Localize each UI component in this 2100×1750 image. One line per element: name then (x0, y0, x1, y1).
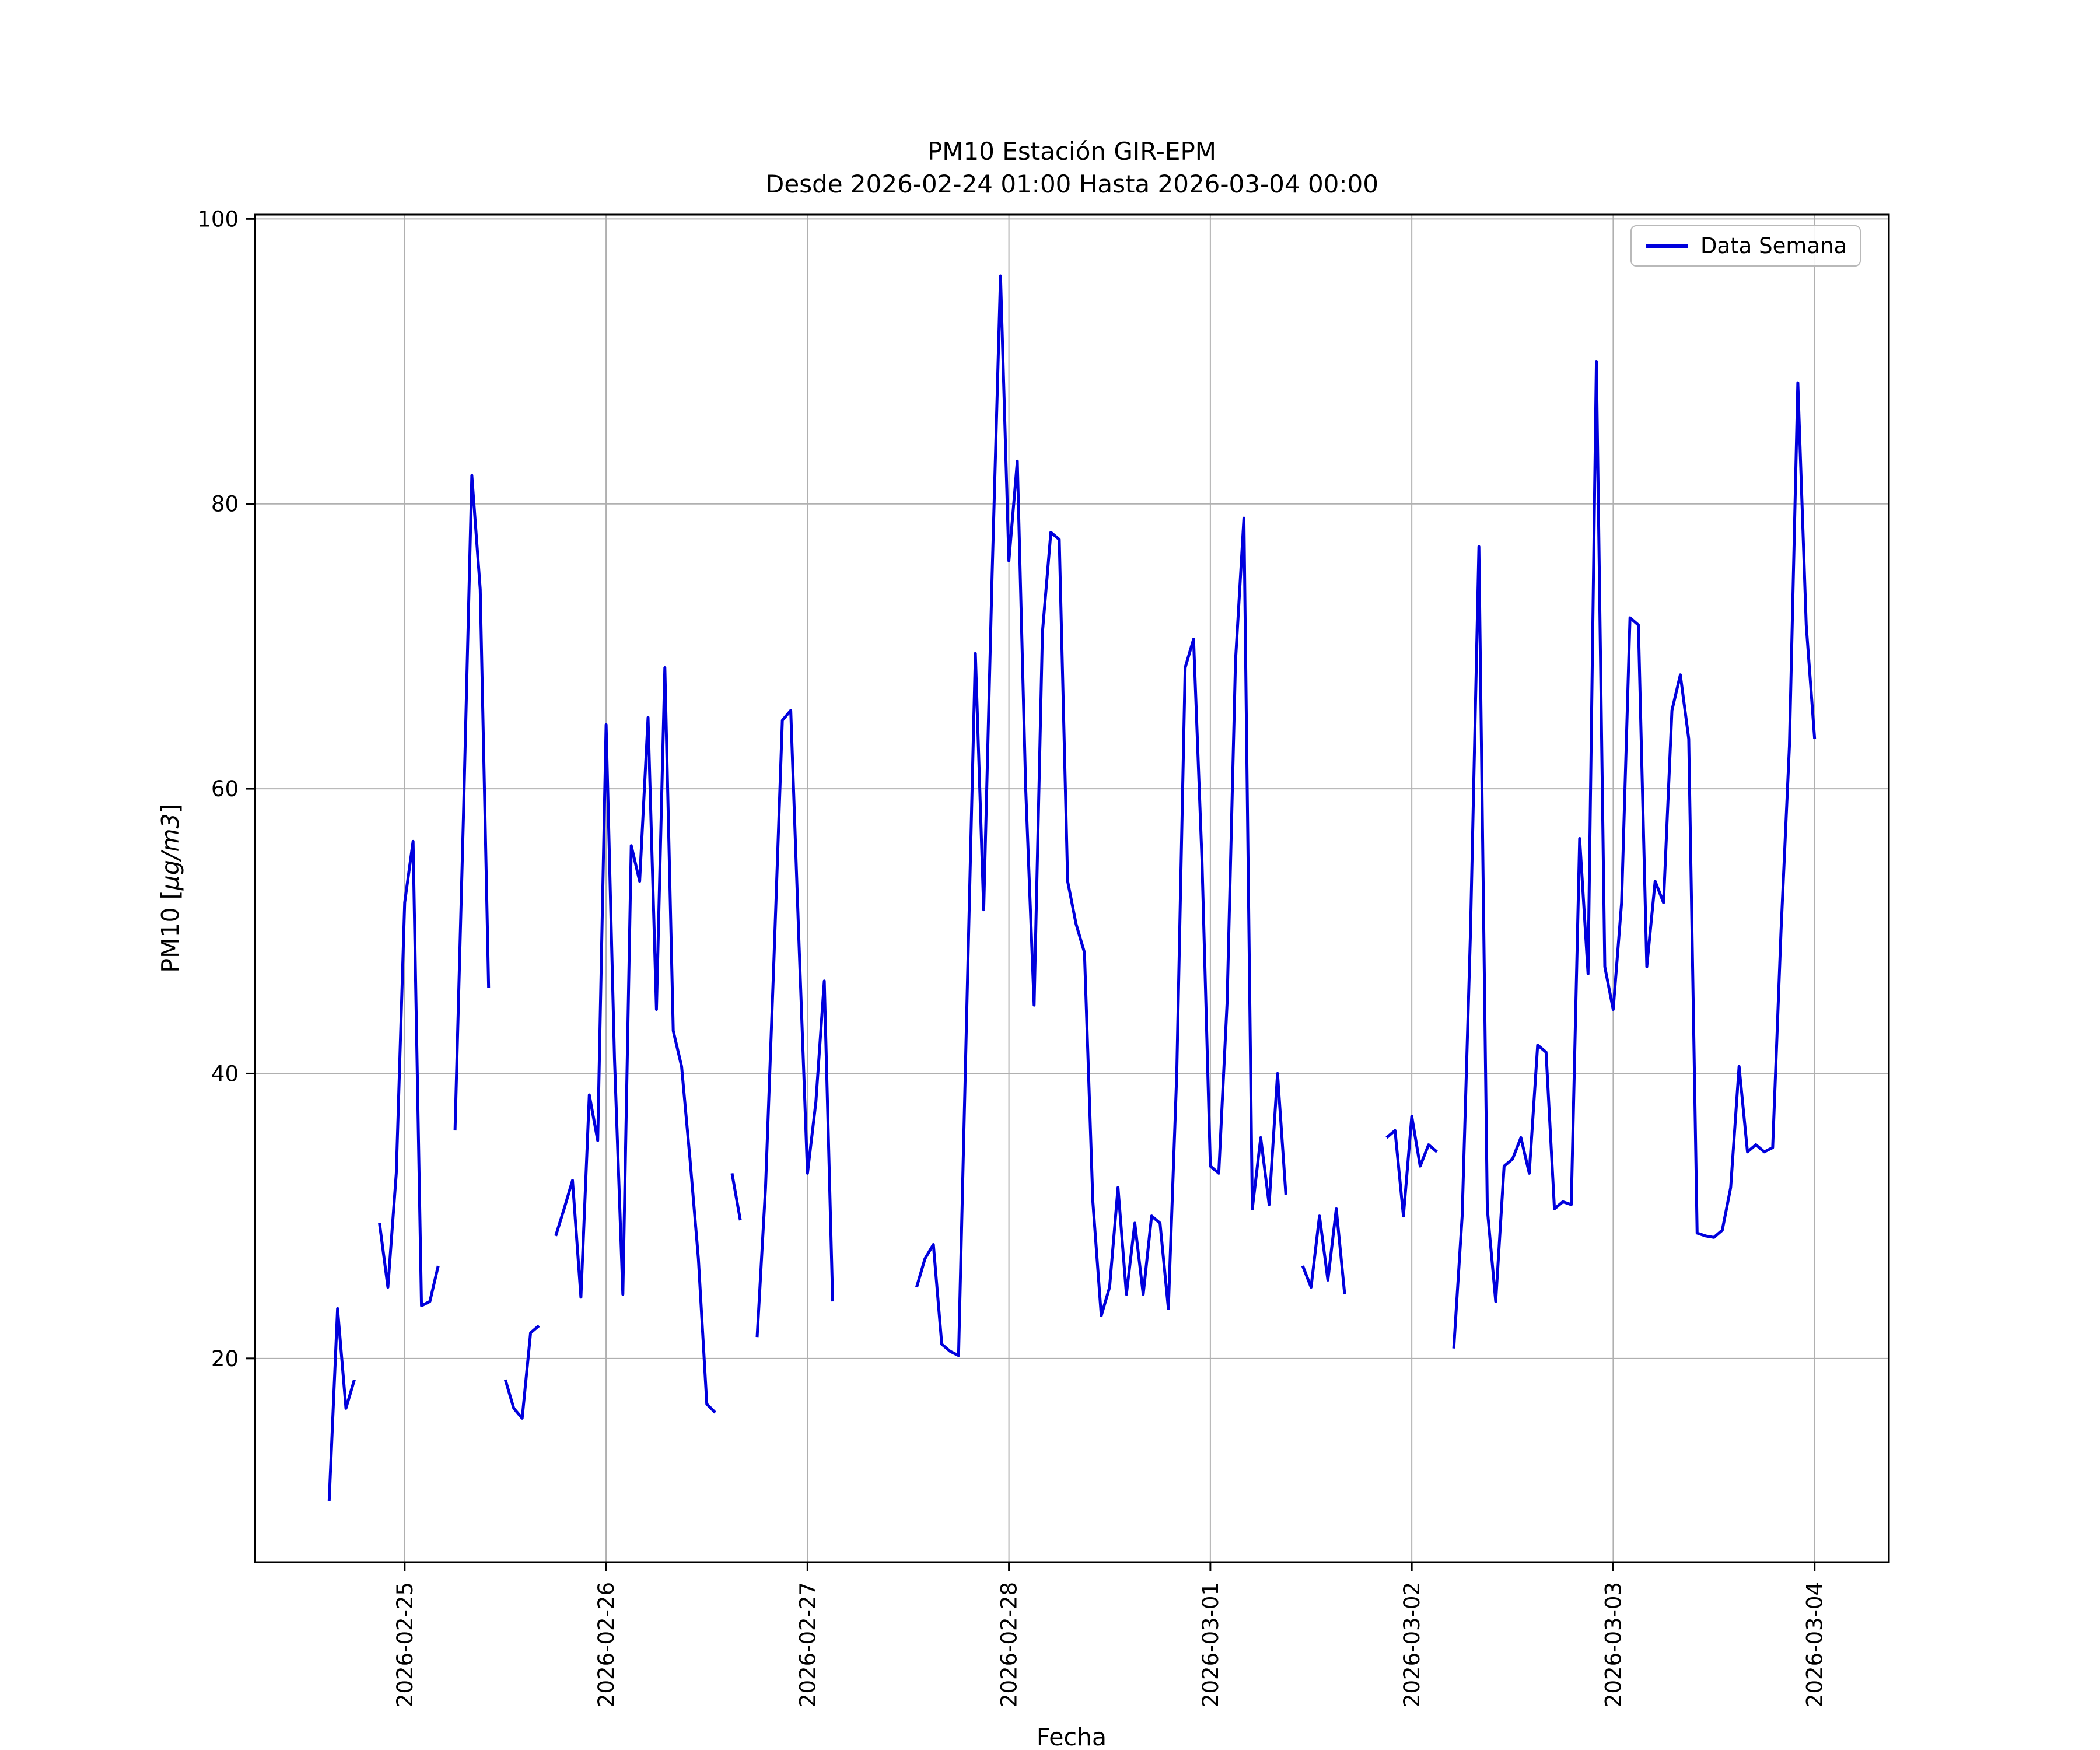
legend-label: Data Semana (1700, 233, 1847, 258)
x-tick-label: 2026-03-03 (1601, 1582, 1626, 1707)
axes-border (254, 214, 1890, 1563)
x-tick-label: 2026-02-25 (393, 1582, 418, 1707)
data-series-line (327, 274, 1817, 1502)
x-tick-label: 2026-03-04 (1803, 1582, 1828, 1707)
chart-title: PM10 Estación GIR-EPM Desde 2026-02-24 0… (255, 135, 1889, 201)
x-tick-label: 2026-02-26 (594, 1582, 619, 1707)
x-tick-label: 2026-02-27 (795, 1582, 820, 1707)
legend-line-sample (1646, 244, 1688, 248)
y-tick-label: 40 (211, 1061, 239, 1086)
legend: Data Semana (1630, 225, 1861, 267)
chart-title-line1: PM10 Estación GIR-EPM (927, 137, 1217, 166)
y-tick-label: 80 (211, 492, 239, 517)
y-tick-label: 60 (211, 776, 239, 802)
y-tick-label: 100 (197, 206, 239, 232)
y-tick-label: 20 (211, 1346, 239, 1371)
x-axis-label: Fecha (1036, 1723, 1107, 1750)
x-tick-label: 2026-03-01 (1198, 1582, 1223, 1707)
x-tick-label: 2026-03-02 (1399, 1582, 1424, 1707)
chart-title-line2: Desde 2026-02-24 01:00 Hasta 2026-03-04 … (765, 170, 1378, 198)
x-tick-label: 2026-02-28 (997, 1582, 1022, 1707)
